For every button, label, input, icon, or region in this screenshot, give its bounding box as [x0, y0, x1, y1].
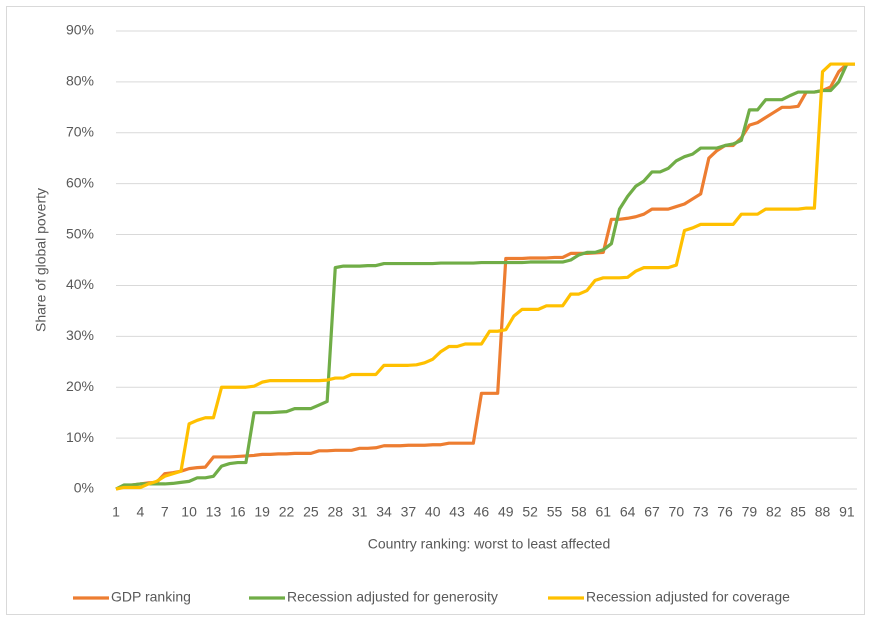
x-tick-label: 85	[790, 504, 806, 520]
x-axis-title: Country ranking: worst to least affected	[368, 536, 611, 552]
x-tick-label: 1	[112, 504, 120, 520]
y-tick-label: 0%	[74, 480, 94, 496]
y-tick-label: 90%	[66, 22, 94, 38]
legend-label: Recession adjusted for generosity	[287, 589, 498, 605]
x-tick-label: 67	[644, 504, 660, 520]
x-tick-label: 4	[136, 504, 144, 520]
x-tick-label: 76	[717, 504, 733, 520]
x-tick-label: 43	[449, 504, 465, 520]
y-tick-label: 50%	[66, 225, 94, 241]
x-tick-label: 37	[401, 504, 417, 520]
x-tick-label: 34	[376, 504, 392, 520]
x-tick-label: 91	[839, 504, 855, 520]
chart-frame	[6, 6, 865, 615]
x-tick-label: 70	[669, 504, 685, 520]
x-tick-label: 55	[547, 504, 563, 520]
y-axis-title: Share of global poverty	[33, 188, 49, 332]
legend-label: GDP ranking	[111, 589, 191, 605]
legend-label: Recession adjusted for coverage	[586, 589, 790, 605]
x-tick-label: 49	[498, 504, 514, 520]
x-tick-label: 31	[352, 504, 368, 520]
x-tick-label: 52	[522, 504, 538, 520]
x-tick-label: 82	[766, 504, 782, 520]
y-tick-label: 70%	[66, 123, 94, 139]
x-tick-label: 64	[620, 504, 636, 520]
x-tick-label: 19	[254, 504, 270, 520]
y-tick-label: 30%	[66, 327, 94, 343]
x-tick-label: 73	[693, 504, 709, 520]
x-tick-label: 16	[230, 504, 246, 520]
y-tick-label: 80%	[66, 73, 94, 89]
x-tick-label: 25	[303, 504, 319, 520]
x-tick-label: 40	[425, 504, 441, 520]
y-tick-label: 60%	[66, 174, 94, 190]
y-tick-label: 40%	[66, 276, 94, 292]
x-tick-label: 22	[279, 504, 295, 520]
x-tick-label: 88	[815, 504, 831, 520]
series-line	[115, 62, 855, 491]
x-tick-label: 28	[327, 504, 343, 520]
x-tick-label: 61	[595, 504, 611, 520]
series-line	[115, 62, 855, 491]
y-tick-label: 20%	[66, 378, 94, 394]
x-tick-label: 13	[206, 504, 222, 520]
x-tick-label: 10	[181, 504, 197, 520]
x-tick-label: 7	[161, 504, 169, 520]
x-tick-label: 79	[742, 504, 758, 520]
y-tick-label: 10%	[66, 429, 94, 445]
x-tick-label: 58	[571, 504, 587, 520]
x-tick-label: 46	[474, 504, 490, 520]
